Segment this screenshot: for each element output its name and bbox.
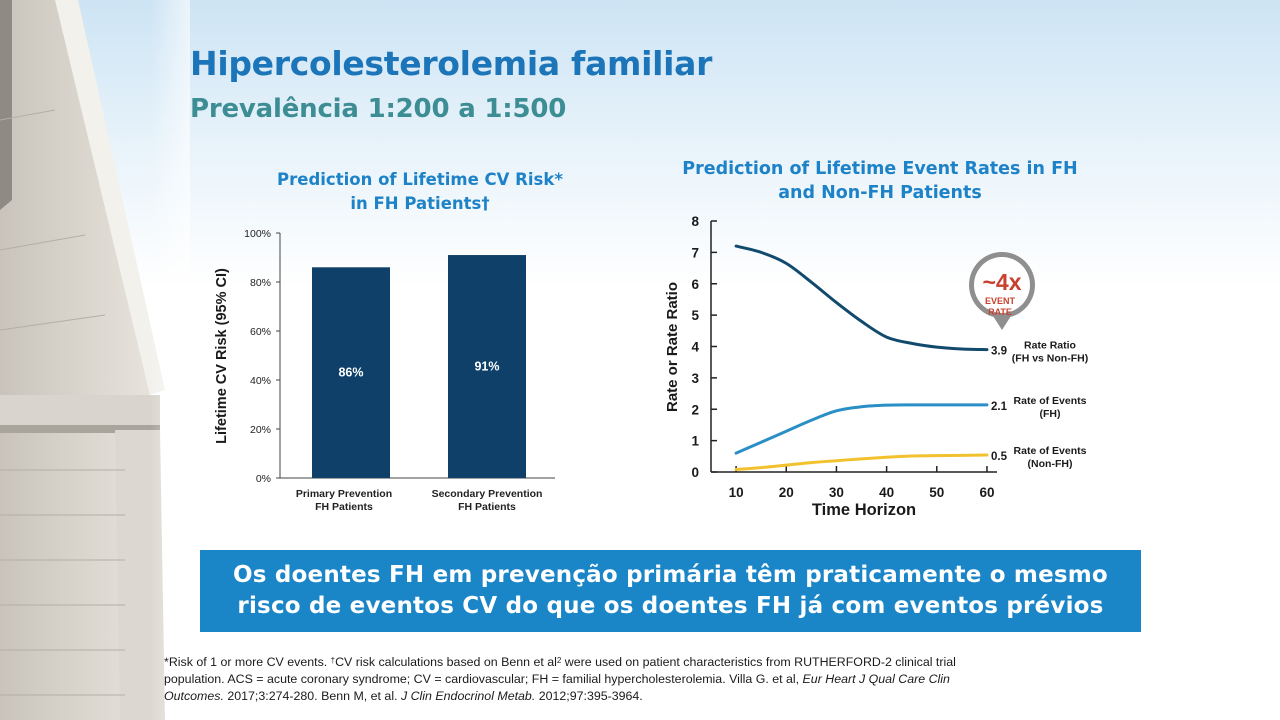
footnote-part4: 2017;3:274-280. Benn M, et al.: [223, 689, 401, 703]
line-chart-title-line1: Prediction of Lifetime Event Rates in FH: [682, 159, 1078, 179]
bar-y-tick-label: 0%: [256, 473, 271, 485]
footnote-part1: *Risk of 1 or more CV events.: [164, 655, 331, 669]
line-y-tick-label: 2: [691, 402, 699, 417]
series-label-ratio-sub: (FH vs Non-FH): [1012, 353, 1088, 365]
line-y-tick-label: 6: [691, 277, 699, 292]
footnote-part2: CV risk calculations based on Benn et al: [335, 655, 557, 669]
bar-y-tick-label: 100%: [244, 228, 271, 240]
bar-chart-title-line1: Prediction of Lifetime CV Risk*: [277, 170, 563, 189]
footnote: *Risk of 1 or more CV events. †CV risk c…: [164, 654, 964, 705]
series-end-value-nonfh: 0.5: [991, 451, 1008, 463]
bar-value-label: 91%: [474, 360, 499, 374]
callout-line2: RATE: [988, 307, 1012, 317]
bar-category-label: Primary Prevention: [296, 488, 392, 500]
line-x-tick-label: 50: [929, 485, 944, 500]
line-x-tick-label: 20: [779, 485, 794, 500]
event-rate-callout: ~4x EVENT RATE: [969, 252, 1035, 330]
footnote-ref: 2: [556, 656, 562, 665]
series-label-nonfh: Rate of Events: [1014, 445, 1087, 457]
line-y-tick-label: 0: [691, 465, 699, 480]
series-end-value-fh: 2.1: [991, 401, 1008, 413]
line-x-tick-label: 40: [879, 485, 894, 500]
bar: [448, 255, 526, 478]
key-message-banner: Os doentes FH em prevenção primária têm …: [200, 550, 1141, 632]
slide-title: Hipercolesterolemia familiar: [190, 44, 713, 83]
bar-y-tick-label: 60%: [250, 326, 271, 338]
bar-chart-title: Prediction of Lifetime CV Risk* in FH Pa…: [240, 168, 600, 216]
line-y-tick-label: 3: [691, 371, 699, 386]
series-line-nonfh: [734, 453, 989, 471]
series-label-nonfh-sub: (Non-FH): [1028, 458, 1073, 470]
footnote-journal1: Eur Heart J Qual Care Clin Outcomes.: [164, 672, 950, 703]
line-x-tick-label: 10: [729, 485, 744, 500]
callout-pointer: [993, 316, 1011, 330]
line-x-tick-label: 60: [979, 485, 994, 500]
line-y-tick-label: 5: [691, 308, 699, 323]
line-chart-title: Prediction of Lifetime Event Rates in FH…: [660, 157, 1100, 205]
bar: [312, 267, 390, 478]
callout-value: ~4x: [982, 269, 1021, 295]
slide-subtitle: Prevalência 1:200 a 1:500: [190, 94, 567, 124]
bar-y-tick-label: 40%: [250, 375, 271, 387]
bar-y-tick-label: 80%: [250, 277, 271, 289]
bar-category-label: Secondary Prevention: [432, 488, 543, 500]
bar-y-tick-label: 20%: [250, 424, 271, 436]
line-chart-y-axis-label: Rate or Rate Ratio: [664, 282, 681, 412]
series-label-fh-sub: (FH): [1040, 408, 1061, 420]
footnote-part3: were used on patient characteristics fro…: [164, 655, 956, 686]
bar-chart-title-line2: in FH Patients†: [350, 194, 490, 213]
banner-line1: Os doentes FH em prevenção primária têm …: [233, 562, 1108, 588]
line-y-tick-label: 1: [691, 434, 699, 449]
bar-category-label: FH Patients: [315, 501, 373, 513]
line-y-tick-label: 8: [691, 214, 699, 229]
series-end-value-ratio: 3.9: [991, 346, 1007, 358]
callout-face: [974, 257, 1030, 313]
line-chart-title-line2: and Non-FH Patients: [778, 183, 982, 203]
bar-value-label: 86%: [338, 366, 363, 380]
bar-chart-y-axis-label: Lifetime CV Risk (95% CI): [214, 268, 230, 444]
callout-line1: EVENT: [985, 296, 1016, 306]
series-line-ratio: [734, 244, 989, 352]
series-line-fh: [734, 403, 989, 455]
line-chart-x-axis-label: Time Horizon: [812, 501, 916, 519]
bar-category-label: FH Patients: [458, 501, 516, 513]
line-y-tick-label: 7: [691, 245, 699, 260]
line-y-tick-label: 4: [691, 340, 699, 355]
footnote-journal2: J Clin Endocrinol Metab.: [400, 689, 536, 703]
line-x-tick-label: 30: [829, 485, 844, 500]
series-label-ratio: Rate Ratio: [1024, 340, 1076, 352]
footnote-part5: 2012;97:395-3964.: [535, 689, 643, 703]
footnote-dagger: †: [330, 656, 336, 665]
series-label-fh: Rate of Events: [1014, 395, 1087, 407]
banner-line2: risco de eventos CV do que os doentes FH…: [237, 593, 1104, 619]
